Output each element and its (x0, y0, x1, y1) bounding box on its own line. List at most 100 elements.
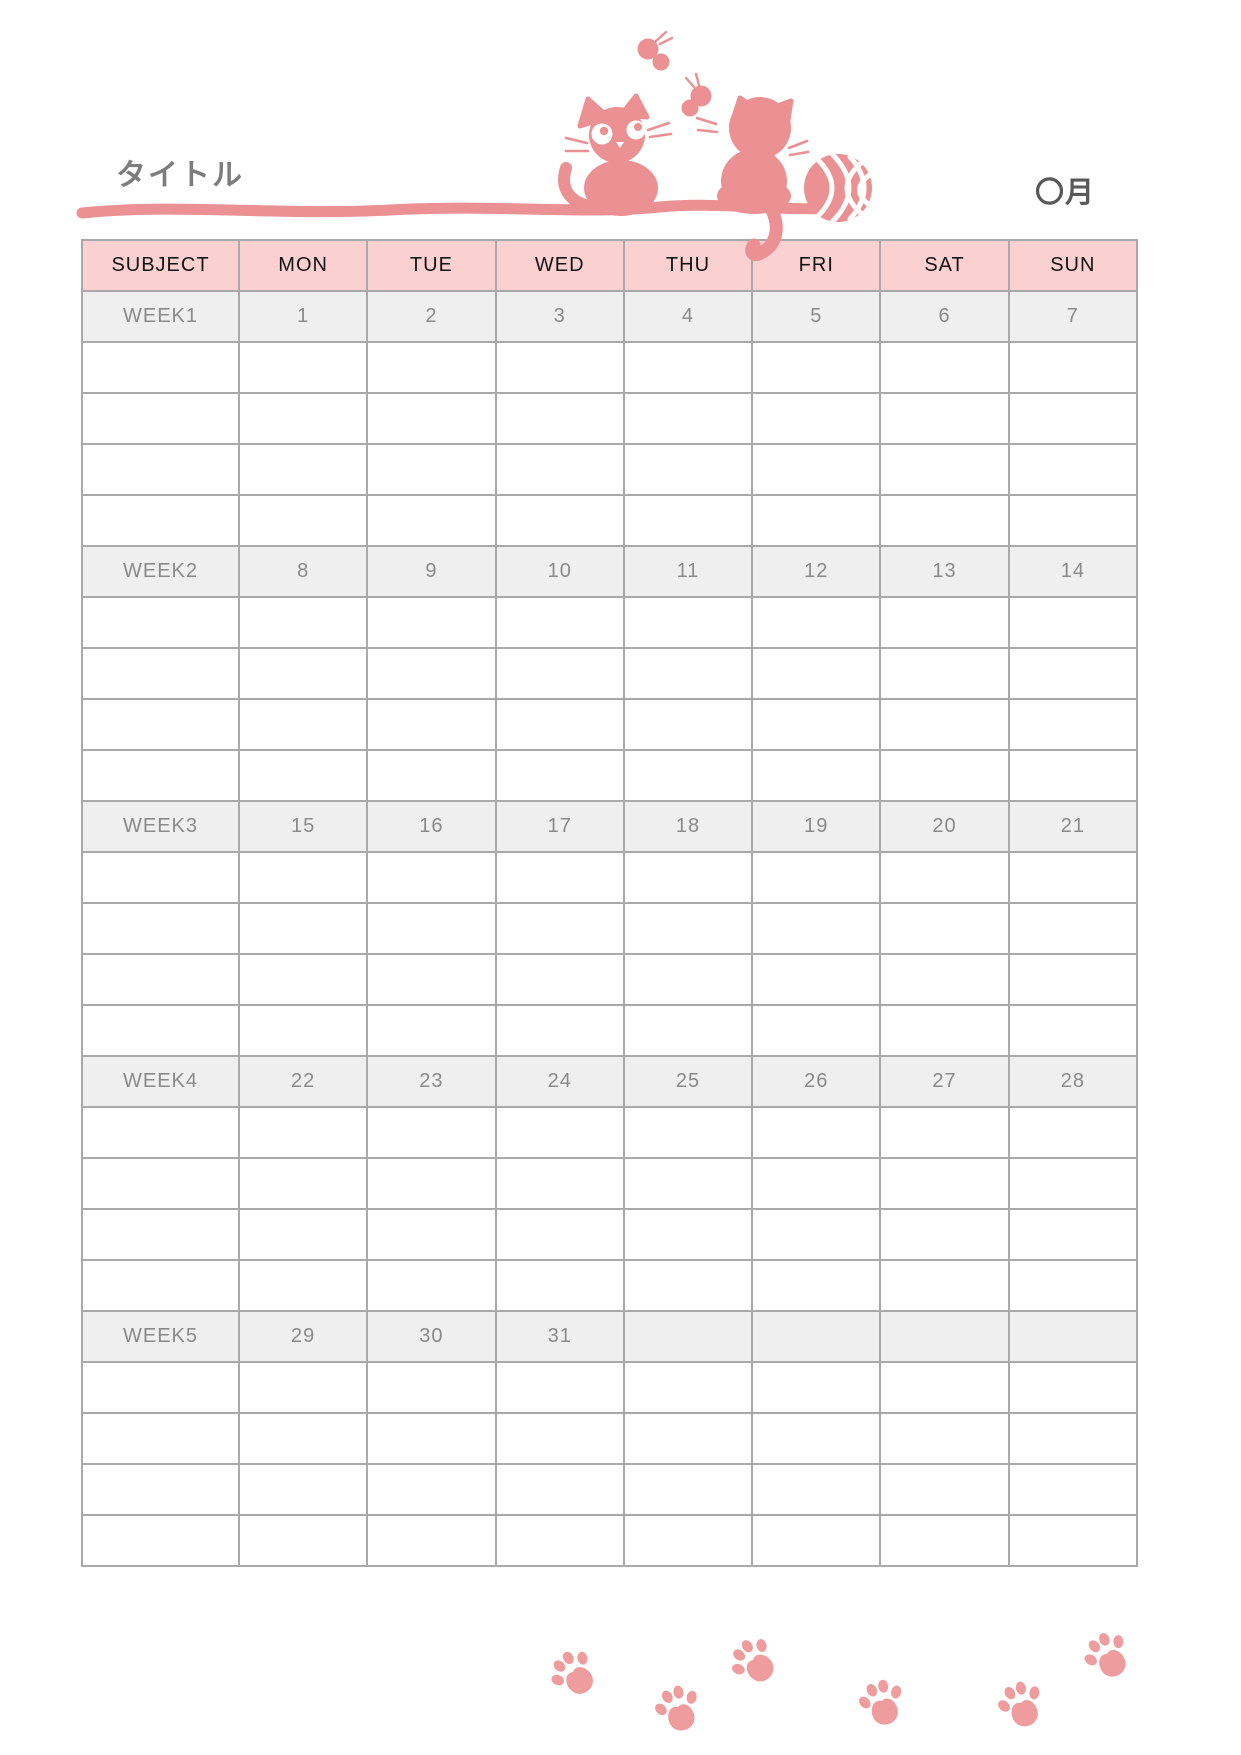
column-header-thu: THU (622, 239, 754, 292)
entry-row (81, 1514, 1139, 1567)
entry-cell (751, 647, 882, 700)
day-number-cell: 25 (622, 1055, 754, 1108)
column-header-mon: MON (237, 239, 369, 292)
paw-print-icon (648, 1679, 708, 1735)
entry-cell (366, 1004, 497, 1057)
entry-cell (366, 341, 497, 394)
entry-cell (237, 1004, 369, 1057)
entry-cell (622, 392, 754, 445)
entry-row (81, 1259, 1139, 1312)
entry-cell (494, 596, 625, 649)
entry-cell (622, 698, 754, 751)
column-header-wed: WED (494, 239, 625, 292)
header-row: SUBJECT MON TUE WED THU FRI SAT SUN (81, 239, 1139, 292)
paw-print-icon (1075, 1625, 1140, 1688)
subject-entry-cell (81, 392, 240, 445)
entry-cell (622, 494, 754, 547)
entry-row (81, 443, 1139, 496)
entry-cell (622, 443, 754, 496)
week-row: WEEK1 1 2 3 4 5 6 7 (81, 290, 1139, 343)
entry-cell (237, 1514, 369, 1567)
entry-cell (366, 749, 497, 802)
entry-cell (1007, 1004, 1139, 1057)
subject-entry-cell (81, 1412, 240, 1465)
day-number-cell (751, 1310, 882, 1363)
entry-row (81, 1106, 1139, 1159)
entry-cell (751, 698, 882, 751)
subject-entry-cell (81, 1157, 240, 1210)
cat-back-icon (695, 95, 810, 262)
entry-cell (237, 1412, 369, 1465)
entry-cell (237, 851, 369, 904)
entry-cell (494, 494, 625, 547)
entry-row (81, 1208, 1139, 1261)
entry-row (81, 698, 1139, 751)
entry-cell (879, 1208, 1010, 1261)
entry-cell (494, 953, 625, 1006)
entry-cell (622, 1463, 754, 1516)
entry-cell (1007, 851, 1139, 904)
entry-cell (237, 443, 369, 496)
entry-cell (494, 341, 625, 394)
entry-cell (879, 392, 1010, 445)
butterfly-icon (681, 72, 712, 117)
entry-cell (751, 1259, 882, 1312)
entry-cell (494, 749, 625, 802)
entry-cell (622, 902, 754, 955)
entry-cell (494, 1463, 625, 1516)
day-number-cell: 7 (1007, 290, 1139, 343)
entry-cell (879, 647, 1010, 700)
entry-cell (366, 851, 497, 904)
day-number-cell: 5 (751, 290, 882, 343)
entry-cell (751, 902, 882, 955)
week-label-cell: WEEK1 (81, 290, 240, 343)
day-number-cell: 27 (879, 1055, 1010, 1108)
day-number-cell: 29 (237, 1310, 369, 1363)
entry-cell (237, 1157, 369, 1210)
subject-entry-cell (81, 1208, 240, 1261)
subject-entry-cell (81, 1259, 240, 1312)
day-number-cell: 3 (494, 290, 625, 343)
day-number-cell (1007, 1310, 1139, 1363)
entry-cell (494, 443, 625, 496)
entry-cell (879, 494, 1010, 547)
month-label: 〇月 (1035, 177, 1096, 209)
subject-entry-cell (81, 1106, 240, 1159)
entry-cell (622, 953, 754, 1006)
entry-cell (751, 392, 882, 445)
entry-cell (1007, 953, 1139, 1006)
entry-cell (366, 1208, 497, 1261)
day-number-cell: 21 (1007, 800, 1139, 853)
entry-cell (751, 1157, 882, 1210)
cats-illustration (76, 30, 872, 262)
entry-cell (1007, 902, 1139, 955)
entry-cell (1007, 698, 1139, 751)
subject-entry-cell (81, 953, 240, 1006)
entry-row (81, 392, 1139, 445)
entry-cell (1007, 1361, 1139, 1414)
entry-cell (366, 443, 497, 496)
entry-cell (751, 443, 882, 496)
entry-cell (237, 494, 369, 547)
day-number-cell (879, 1310, 1010, 1363)
paw-print-icon (852, 1674, 911, 1731)
entry-cell (879, 341, 1010, 394)
day-number-cell: 15 (237, 800, 369, 853)
day-number-cell: 20 (879, 800, 1010, 853)
calendar-body: WEEK1 1 2 3 4 5 6 7 WEEK2 8 9 10 11 12 13 14 WEEK3 15 16 17… (81, 290, 1139, 1567)
entry-cell (622, 1514, 754, 1567)
day-number-cell: 18 (622, 800, 754, 853)
entry-cell (1007, 1208, 1139, 1261)
day-number-cell: 19 (751, 800, 882, 853)
entry-cell (751, 1361, 882, 1414)
paw-print-icon (720, 1628, 787, 1695)
week-label-cell: WEEK2 (81, 545, 240, 598)
entry-cell (622, 1259, 754, 1312)
entry-row (81, 1157, 1139, 1210)
entry-cell (751, 494, 882, 547)
entry-cell (622, 596, 754, 649)
week-label-cell: WEEK3 (81, 800, 240, 853)
entry-cell (1007, 1514, 1139, 1567)
day-number-cell: 8 (237, 545, 369, 598)
entry-cell (751, 749, 882, 802)
